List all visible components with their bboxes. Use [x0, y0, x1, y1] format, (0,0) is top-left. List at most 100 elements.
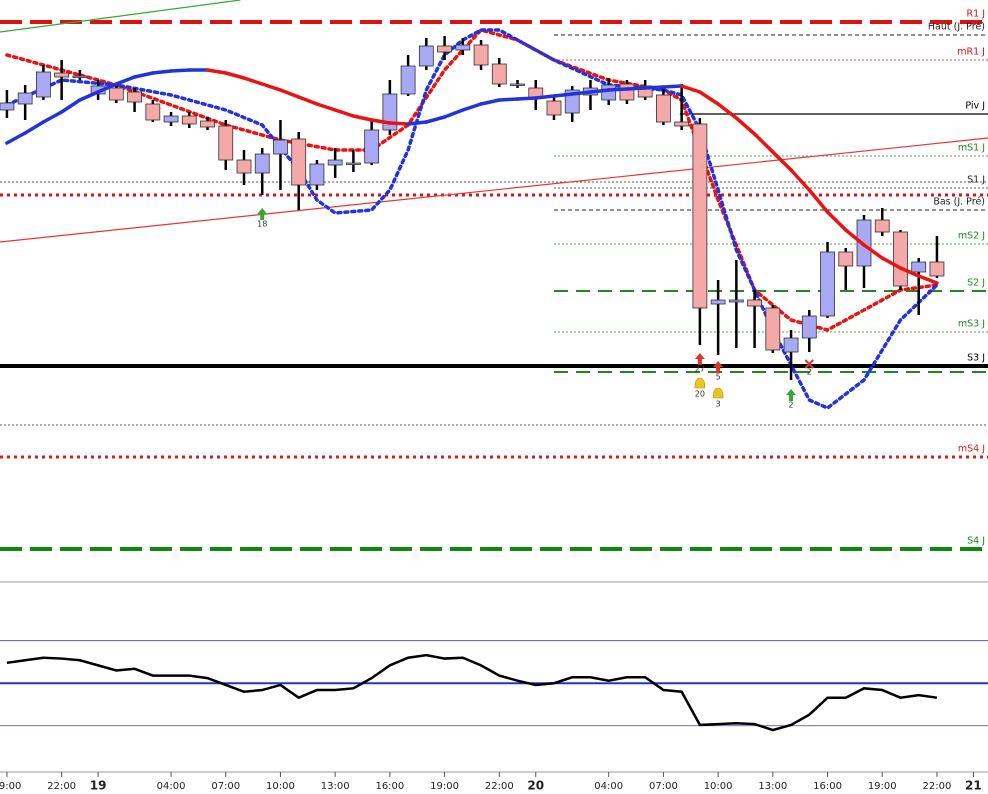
- signal-count: 2: [807, 368, 812, 377]
- x-tick-label: 22:00: [47, 781, 76, 792]
- candle-body: [893, 231, 908, 287]
- ma-segment: [242, 76, 264, 86]
- ma-segment: [880, 256, 903, 270]
- candle-body: [181, 115, 197, 125]
- trend-line: [0, 137, 988, 243]
- ma-segment: [96, 82, 119, 94]
- candle-body: [710, 299, 726, 305]
- ma-segment: [698, 90, 720, 106]
- candle-body: [327, 159, 343, 166]
- candle-body: [200, 120, 215, 128]
- signal-bell: [694, 377, 706, 389]
- candle-body: [473, 44, 489, 66]
- candle-body: [929, 261, 945, 277]
- candle-body: [108, 87, 124, 101]
- ma-segment: [625, 86, 647, 91]
- candle-body: [801, 315, 817, 339]
- candle-body: [838, 251, 854, 267]
- ma-segment: [114, 75, 137, 86]
- candle-body: [546, 100, 562, 116]
- candle-body: [692, 123, 708, 309]
- ma-segment: [388, 121, 410, 126]
- level-label: S4 J: [967, 536, 985, 547]
- ma-segment: [23, 120, 46, 135]
- candle-body: [455, 44, 471, 51]
- candle-body: [17, 92, 33, 105]
- x-tick-label: 22:00: [485, 781, 514, 792]
- x-tick-label: 16:00: [375, 781, 404, 792]
- x-tick-label: 19:00: [868, 781, 897, 792]
- ma-segment: [315, 102, 337, 112]
- signal-arrow: [786, 389, 797, 401]
- ma-segment: [771, 150, 793, 172]
- ma-segment: [497, 97, 520, 102]
- ma-segment: [260, 82, 283, 92]
- level-label: R1 J: [967, 9, 985, 20]
- candle-body: [656, 94, 671, 123]
- ma-segment: [224, 71, 246, 80]
- level-label: mS3 J: [958, 319, 985, 330]
- trend-line: [0, 0, 241, 33]
- candle-body: [145, 103, 161, 121]
- ma-segment: [679, 84, 702, 94]
- ma-segment: [442, 108, 465, 119]
- x-tick-label: 10:00: [704, 781, 733, 792]
- candle-body: [510, 83, 525, 86]
- level-label: Piv J: [965, 101, 985, 112]
- signal-arrow: [257, 208, 268, 220]
- ma-segment: [752, 132, 775, 154]
- x-tick-label: 19:00: [430, 781, 459, 792]
- ma-segment: [205, 68, 228, 75]
- ma-segment: [661, 84, 684, 89]
- ma-segment: [643, 85, 666, 90]
- ma-segment: [552, 92, 574, 98]
- candle-body: [273, 139, 288, 155]
- x-tick-label: 07:00: [649, 781, 678, 792]
- ma-segment: [716, 102, 739, 120]
- ma-segment: [606, 87, 629, 92]
- candle-body: [747, 299, 762, 307]
- ma-segment: [734, 116, 757, 136]
- oscillator-line: [6, 653, 938, 732]
- ma-segment: [570, 90, 593, 96]
- candle-body: [874, 219, 890, 233]
- x-tick-label: 21: [965, 779, 982, 793]
- candle-body: [491, 63, 507, 85]
- ma-segment: [351, 114, 374, 122]
- signal-arrow: [713, 361, 724, 373]
- ma-segment: [406, 120, 429, 126]
- ma-segment: [515, 96, 538, 101]
- ma-segment: [369, 118, 392, 125]
- candle-body: [163, 115, 179, 123]
- ma-segment: [916, 274, 939, 285]
- ma-segment: [296, 95, 319, 106]
- candle-body: [728, 299, 744, 303]
- ma-segment: [78, 90, 100, 102]
- signal-count: 27: [695, 365, 705, 374]
- ma-segment: [333, 108, 356, 118]
- candle-body: [637, 85, 653, 98]
- x-tick-label: 19:00: [0, 781, 21, 792]
- candle-body: [765, 307, 781, 351]
- candle-body: [820, 251, 835, 317]
- ma-segment: [588, 88, 611, 94]
- signal-arrow: [694, 353, 705, 365]
- ma-segment: [479, 98, 502, 106]
- signal-count: 20: [695, 390, 705, 399]
- ma-segment: [278, 88, 301, 99]
- ma-segment: [59, 98, 82, 114]
- ma-segment: [151, 69, 173, 75]
- level-label: mS4 J: [958, 444, 985, 455]
- candle-body: [36, 71, 51, 98]
- candle-body: [619, 83, 635, 101]
- x-tick-label: 22:00: [923, 781, 952, 792]
- candle-body: [291, 138, 307, 186]
- level-label: S3 J: [967, 353, 985, 364]
- level-label: mR1 J: [957, 47, 985, 58]
- x-tick-label: 16:00: [813, 781, 842, 792]
- x-tick-label: 19: [90, 779, 107, 793]
- x-tick-label: 10:00: [266, 781, 295, 792]
- ma-segment: [807, 188, 830, 214]
- ma-segment: [169, 68, 192, 73]
- candle-body: [418, 45, 434, 67]
